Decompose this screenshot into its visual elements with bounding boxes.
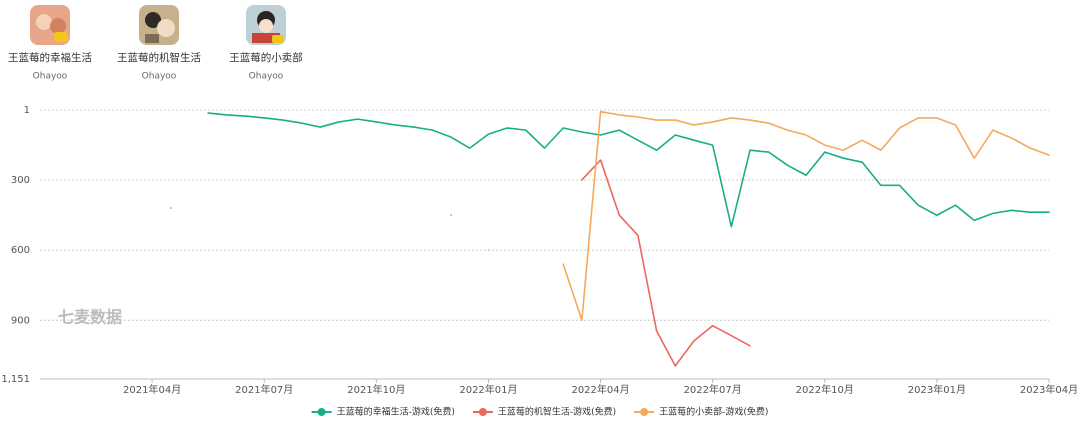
legend-label: 王蓝莓的机智生活-游戏(免费) [498,406,616,418]
legend-item: 王蓝莓的幸福生活-游戏(免费) [311,406,455,418]
y-tick-label: 1 [24,105,30,116]
x-tick-label: 2022年10月 [796,383,854,396]
x-tick-label: 2022年01月 [459,383,517,396]
app-icon [246,5,286,45]
x-tick-label: 2022年04月 [571,383,629,396]
legend-item: 王蓝莓的小卖部-游戏(免费) [634,406,768,418]
series-line [487,110,1050,322]
x-tick-label: 2021年10月 [347,383,405,396]
series-line [450,159,751,367]
app-icon [30,5,70,45]
legend-item: 王蓝莓的机智生活-游戏(免费) [472,406,616,418]
app-publisher: Ohayoo [249,72,284,82]
legend-label: 王蓝莓的小卖部-游戏(免费) [659,406,768,418]
watermark: 七麦数据 [58,308,122,327]
y-tick-label: 900 [11,315,30,326]
legend-swatch [317,408,326,416]
legend-swatch [640,408,649,416]
y-tick-label: 600 [11,245,30,256]
y-tick-label: 300 [11,175,30,186]
app-name: 王蓝莓的小卖部 [229,51,303,64]
series-line [169,112,1050,228]
app-name: 王蓝莓的机智生活 [117,51,201,64]
x-tick-label: 2021年07月 [235,383,293,396]
x-tick-label: 2023年04月 [1020,383,1078,396]
y-tick-label: 1,151 [1,374,30,385]
app-publisher: Ohayoo [142,72,177,82]
x-tick-label: 2021年04月 [123,383,181,396]
legend-swatch [478,408,487,416]
app-publisher: Ohayoo [33,72,68,82]
app-icon [139,5,179,45]
x-tick-label: 2022年07月 [684,383,742,396]
legend-label: 王蓝莓的幸福生活-游戏(免费) [337,406,455,418]
legend: 王蓝莓的幸福生活-游戏(免费) 王蓝莓的机智生活-游戏(免费) 王蓝莓的小卖部-游戏… [311,406,768,418]
app-name: 王蓝莓的幸福生活 [8,51,92,64]
x-tick-label: 2023年01月 [908,383,966,396]
